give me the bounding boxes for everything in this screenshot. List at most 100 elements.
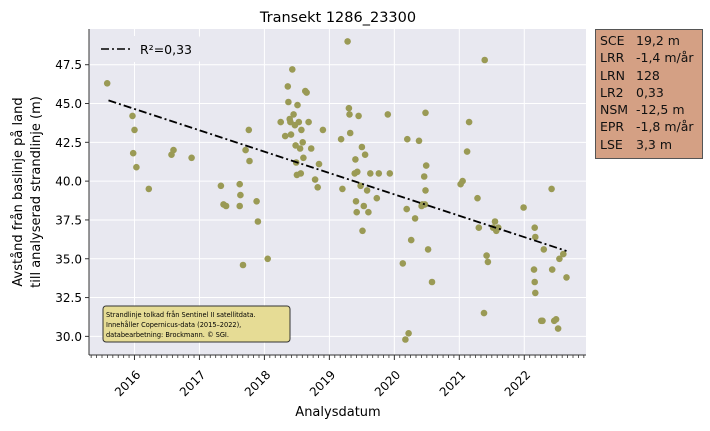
data-point <box>405 330 412 337</box>
data-point <box>170 146 177 154</box>
data-point <box>236 180 243 188</box>
data-point <box>284 83 292 90</box>
y-tick-label: 32.5 <box>55 291 82 305</box>
y-tick-label: 42.5 <box>55 136 82 150</box>
annotation-line-3: databearbetning: Brockmann. © SGI. <box>106 331 229 339</box>
data-point <box>303 89 310 96</box>
data-point <box>552 316 560 323</box>
data-point <box>287 131 295 138</box>
data-point <box>484 258 492 266</box>
data-point <box>188 154 195 162</box>
data-point <box>480 309 488 317</box>
data-point <box>361 151 369 158</box>
data-point <box>298 126 305 134</box>
trend-line-path <box>108 99 567 252</box>
data-point <box>428 278 436 286</box>
data-point <box>254 218 262 225</box>
data-point <box>300 154 307 162</box>
data-point <box>520 204 527 211</box>
data-point <box>360 202 368 210</box>
x-tick-label: 2020 <box>372 368 403 399</box>
data-point <box>277 118 285 126</box>
data-point <box>373 194 381 202</box>
legend: R²=0,33 <box>96 36 200 62</box>
data-point <box>315 160 323 168</box>
data-point <box>319 126 327 134</box>
stat-row-lse: LSE 3,3 m <box>600 136 673 152</box>
data-point <box>246 157 253 165</box>
data-point <box>245 126 253 134</box>
data-point <box>352 198 360 205</box>
data-point <box>459 177 466 185</box>
annotation-line-2: Innehåller Copernicus-data (2015–2022), <box>106 320 241 329</box>
data-point <box>424 246 432 253</box>
data-point <box>339 185 346 193</box>
x-tick-label: 2021 <box>437 368 468 399</box>
stat-row-lr2: LR2 0,33 <box>600 84 664 100</box>
x-tick-label: 2019 <box>307 368 338 399</box>
data-point <box>129 149 137 157</box>
data-point <box>290 111 297 118</box>
stat-row-nsm: NSM -12,5 m <box>600 102 685 118</box>
data-point <box>305 118 312 126</box>
data-point <box>560 250 567 258</box>
data-point <box>264 255 272 263</box>
data-point <box>531 278 538 286</box>
y-axis-label-line-2: till analyserad strandlinje (m) <box>29 96 44 288</box>
data-point <box>463 148 471 155</box>
data-point <box>491 218 499 225</box>
data-point <box>403 205 411 213</box>
data-point <box>296 145 304 152</box>
legend-trend-label: R²=0,33 <box>140 42 192 57</box>
y-axis: 30.0 32.5 35.0 37.5 40.0 42.5 45.0 47.5 <box>55 29 90 355</box>
data-point <box>530 266 538 273</box>
data-point <box>345 104 353 112</box>
data-point <box>411 215 419 222</box>
data-point <box>548 185 555 193</box>
data-point <box>311 176 319 183</box>
data-point <box>422 162 430 169</box>
data-point <box>421 201 429 208</box>
stat-row-epr: EPR -1,8 m/år <box>600 119 694 135</box>
data-point <box>131 126 138 134</box>
data-point <box>145 185 153 193</box>
data-point <box>295 118 303 126</box>
data-point <box>346 111 353 118</box>
data-point <box>281 132 289 140</box>
data-point <box>386 170 394 177</box>
data-point <box>242 146 249 154</box>
data-point <box>285 98 292 106</box>
stat-row-sce: SCE 19,2 m <box>600 33 680 48</box>
data-point <box>384 111 392 118</box>
data-point <box>420 173 428 180</box>
x-tick-label: 2022 <box>502 368 533 399</box>
data-point <box>399 260 407 267</box>
data-point <box>359 227 366 235</box>
data-point <box>474 194 481 202</box>
y-tick-label: 35.0 <box>55 252 82 266</box>
data-point <box>402 336 409 343</box>
stat-row-lrn: LRN 128 <box>600 67 660 83</box>
data-point <box>563 274 570 281</box>
data-point <box>481 56 489 64</box>
data-point <box>314 184 322 191</box>
source-annotation: Strandlinje tolkad från Sentinel II sate… <box>102 305 291 343</box>
data-point <box>483 252 490 259</box>
data-point <box>375 170 383 177</box>
y-tick-label: 30.0 <box>55 330 82 344</box>
data-point <box>358 143 366 151</box>
data-point <box>217 182 225 190</box>
data-point <box>222 202 230 210</box>
data-point <box>337 135 345 143</box>
data-points <box>103 38 570 343</box>
statistics-box: SCE 19,2 m LRR -1,4 m/år LRN 128 LR2 0,33 NS… <box>595 29 703 159</box>
data-point <box>422 109 429 117</box>
data-point <box>355 112 362 120</box>
data-point <box>297 170 305 177</box>
y-tick-label: 47.5 <box>55 58 82 72</box>
data-point <box>346 129 354 137</box>
data-point <box>404 135 411 143</box>
data-point <box>548 266 556 273</box>
data-point <box>353 208 361 216</box>
